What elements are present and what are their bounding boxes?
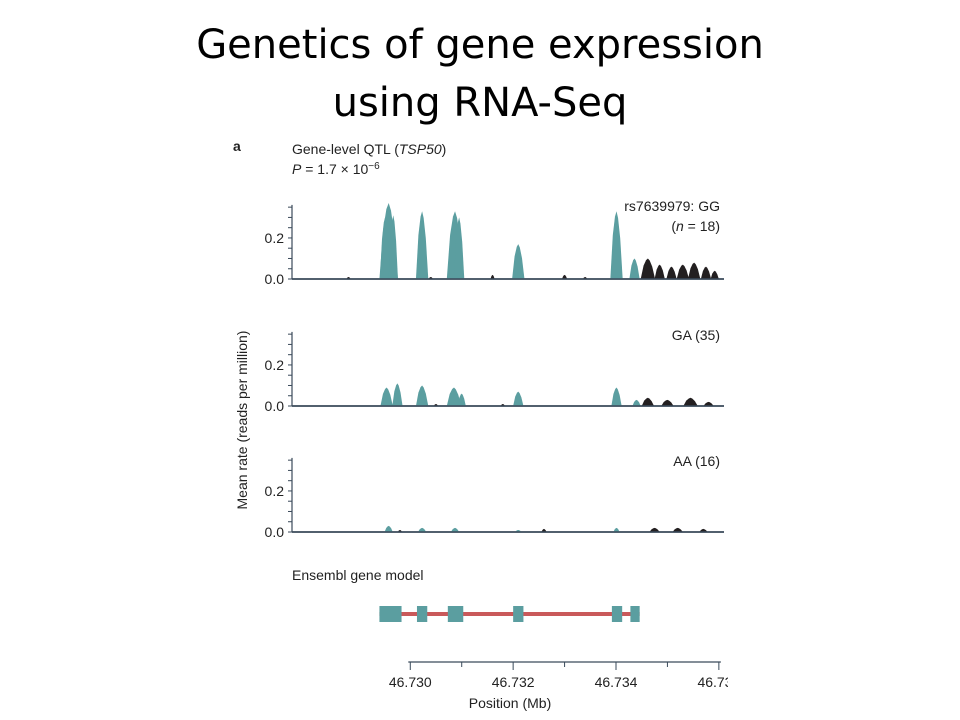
genotype-label: rs7639979: GG (624, 198, 720, 214)
gene-model (379, 606, 640, 622)
intron-coverage-peak (699, 528, 708, 532)
x-axis: 46.730 46.732 46.734 46.736 (389, 661, 728, 690)
intron-coverage-peak (676, 264, 690, 279)
track-1: 0.0 0.2 rs7639979: GG (n = 18) (265, 198, 724, 287)
sample-size-label: (n = 18) (671, 218, 720, 234)
exon-coverage-peak (629, 258, 640, 279)
exon-coverage-peak (454, 217, 465, 279)
slide-title: Genetics of gene expression using RNA-Se… (0, 16, 960, 132)
gene-exon-block (513, 606, 524, 622)
x-tick-label: 46.730 (389, 674, 432, 690)
intron-coverage-peak (700, 266, 712, 279)
intron-coverage-peak (688, 262, 701, 279)
intron-coverage-peak (654, 264, 665, 279)
x-axis-label: Position (Mb) (469, 695, 551, 711)
exon-coverage-peak (379, 217, 391, 279)
slide-title-line-1: Genetics of gene expression (196, 22, 764, 68)
intron-coverage-peak (490, 274, 495, 279)
exon-coverage-peak (611, 387, 622, 406)
figure-header-line-1: Gene-level QTL (TSP50) (292, 141, 446, 157)
y-tick-label: 0.2 (265, 230, 285, 246)
track-2: 0.0 0.2 GA (35) (265, 327, 724, 414)
track-3: 0.0 0.2 AA (16) (265, 453, 724, 540)
x-tick-label: 46.736 (697, 674, 728, 690)
intron-coverage-peak (703, 401, 714, 406)
exon-coverage-peak (613, 527, 620, 532)
exon-coverage-peak (388, 215, 398, 279)
y-tick-label: 0.0 (265, 398, 285, 414)
gene-exon-block (379, 606, 402, 622)
x-tick-label: 46.734 (595, 674, 638, 690)
x-tick-label: 46.732 (492, 674, 535, 690)
exon-coverage-peak (457, 393, 466, 406)
gene-model-label: Ensembl gene model (292, 567, 424, 583)
y-tick-label: 0.2 (265, 357, 285, 373)
intron-coverage-peak (672, 527, 683, 532)
intron-coverage-peak (649, 527, 660, 532)
gene-exon-block (416, 606, 428, 622)
y-tick-label: 0.0 (265, 524, 285, 540)
intron-coverage-peak (683, 397, 698, 406)
exon-coverage-peak (632, 399, 641, 406)
exon-coverage-peak (384, 525, 393, 532)
rna-seq-qtl-figure: a Gene-level QTL (TSP50) P = 1.7 × 10−6 … (233, 138, 728, 711)
exon-coverage-peak (418, 527, 427, 532)
exon-coverage-peak (512, 244, 525, 279)
exon-coverage-peak (392, 383, 403, 406)
exon-coverage-peak (610, 211, 623, 279)
genotype-label: GA (35) (672, 327, 720, 343)
intron-coverage-peak (640, 258, 656, 279)
figure-panel: a Gene-level QTL (TSP50) P = 1.7 × 10−6 … (228, 134, 728, 718)
coverage-tracks: 0.0 0.2 rs7639979: GG (n = 18) 0.0 0.2 GA (35)… (265, 198, 724, 540)
gene-exon-block (611, 606, 623, 622)
y-axis-label: Mean rate (reads per million) (234, 331, 250, 510)
exon-coverage-peak (513, 391, 524, 406)
intron-coverage-peak (641, 397, 655, 406)
exon-coverage-peak (415, 211, 429, 279)
intron-coverage-peak (541, 528, 547, 532)
genotype-label: AA (16) (673, 453, 720, 469)
figure-header-line-2: P = 1.7 × 10−6 (292, 161, 380, 178)
y-tick-label: 0.2 (265, 483, 285, 499)
intron-coverage-peak (666, 266, 677, 279)
intron-coverage-peak (562, 274, 568, 279)
gene-exon-block (630, 606, 640, 622)
y-tick-label: 0.0 (265, 271, 285, 287)
slide-title-line-2: using RNA-Seq (332, 80, 628, 126)
panel-label: a (233, 138, 241, 154)
intron-coverage-peak (710, 270, 719, 279)
exon-coverage-peak (450, 527, 460, 532)
exon-coverage-peak (380, 387, 393, 406)
exon-coverage-peak (446, 387, 462, 406)
gene-exon-block (447, 606, 464, 622)
exon-coverage-peak (415, 385, 429, 406)
intron-coverage-peak (661, 399, 674, 406)
